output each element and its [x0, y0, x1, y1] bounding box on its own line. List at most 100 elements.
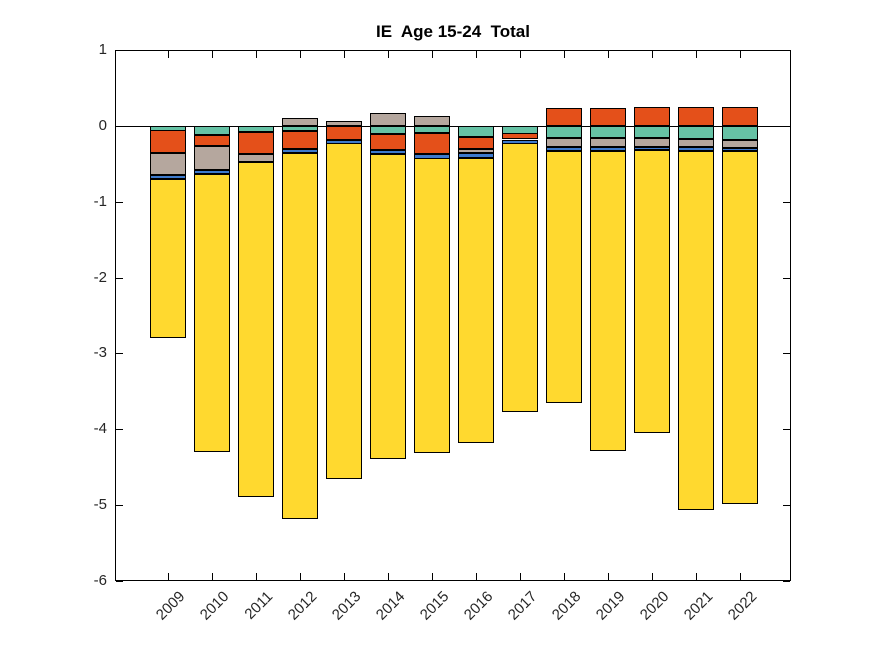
orange-segment	[546, 108, 582, 126]
y-tick-mark-left	[116, 126, 123, 127]
orange-segment	[722, 107, 758, 126]
y-axis-tick-label: -6	[93, 572, 107, 589]
gray-segment	[590, 138, 626, 147]
blue-segment	[370, 150, 406, 154]
y-tick-mark-left	[116, 353, 123, 354]
y-axis-tick-label: -4	[93, 420, 107, 437]
y-tick-mark-right	[783, 353, 790, 354]
gray-segment	[634, 138, 670, 147]
teal-segment	[282, 126, 318, 131]
x-tick-mark-top	[520, 51, 521, 58]
x-tick-mark-bottom	[520, 573, 521, 580]
y-axis-tick-label: -5	[93, 496, 107, 513]
y-axis-tick-label: 0	[98, 117, 107, 134]
yellow-segment	[414, 158, 450, 453]
x-tick-mark-bottom	[740, 573, 741, 580]
orange-segment	[282, 131, 318, 149]
y-tick-mark-right	[783, 505, 790, 506]
x-tick-mark-top	[300, 51, 301, 58]
blue-segment	[590, 147, 626, 151]
gray-segment	[722, 140, 758, 148]
blue-segment	[634, 147, 670, 150]
orange-segment	[634, 107, 670, 126]
y-tick-mark-left	[116, 202, 123, 203]
yellow-segment	[150, 179, 186, 338]
yellow-segment	[722, 151, 758, 504]
gray-segment	[678, 139, 714, 147]
x-tick-mark-bottom	[168, 573, 169, 580]
teal-segment	[414, 126, 450, 133]
yellow-segment	[370, 154, 406, 459]
orange-segment	[590, 108, 626, 126]
blue-segment	[150, 175, 186, 179]
orange-segment	[502, 133, 538, 139]
gray-segment	[326, 121, 362, 126]
x-axis-tick-label: 2009	[153, 588, 189, 624]
yellow-segment	[546, 151, 582, 403]
y-tick-mark-right	[783, 581, 790, 582]
orange-segment	[458, 137, 494, 149]
gray-segment	[282, 118, 318, 126]
x-tick-mark-top	[212, 51, 213, 58]
yellow-segment	[590, 151, 626, 451]
teal-segment	[370, 126, 406, 134]
blue-segment	[678, 147, 714, 151]
teal-segment	[194, 126, 230, 135]
y-tick-mark-right	[783, 429, 790, 430]
y-tick-mark-right	[783, 126, 790, 127]
y-tick-mark-left	[116, 278, 123, 279]
yellow-segment	[326, 143, 362, 479]
x-axis-tick-label: 2016	[461, 588, 497, 624]
orange-segment	[238, 132, 274, 154]
teal-segment	[238, 126, 274, 132]
x-tick-mark-top	[256, 51, 257, 58]
gray-segment	[370, 113, 406, 126]
x-axis-tick-label: 2011	[241, 588, 277, 623]
y-tick-mark-left	[116, 50, 123, 51]
chart-title: IE Age 15-24 Total	[376, 22, 530, 41]
x-axis-tick-label: 2021	[681, 588, 717, 624]
y-axis-tick-label: -1	[93, 193, 107, 210]
x-tick-mark-bottom	[432, 573, 433, 580]
blue-segment	[546, 147, 582, 151]
x-tick-mark-top	[476, 51, 477, 58]
orange-segment	[678, 107, 714, 126]
orange-segment	[194, 135, 230, 146]
blue-segment	[458, 153, 494, 158]
yellow-segment	[282, 153, 318, 519]
y-tick-mark-right	[783, 50, 790, 51]
blue-segment	[722, 148, 758, 151]
gray-segment	[238, 154, 274, 162]
x-axis-tick-label: 2019	[593, 588, 629, 624]
gray-segment	[150, 153, 186, 175]
y-axis-tick-label: -3	[93, 344, 107, 361]
x-tick-mark-bottom	[476, 573, 477, 580]
x-tick-mark-top	[432, 51, 433, 58]
x-tick-mark-top	[740, 51, 741, 58]
x-tick-mark-bottom	[388, 573, 389, 580]
x-tick-mark-bottom	[300, 573, 301, 580]
x-axis-tick-label: 2015	[417, 588, 453, 624]
x-tick-mark-bottom	[608, 573, 609, 580]
x-tick-mark-top	[168, 51, 169, 58]
teal-segment	[634, 126, 670, 138]
x-axis-tick-label: 2013	[329, 588, 365, 624]
x-tick-mark-top	[564, 51, 565, 58]
yellow-segment	[634, 150, 670, 433]
orange-segment	[414, 133, 450, 154]
x-tick-mark-bottom	[696, 573, 697, 580]
teal-segment	[458, 126, 494, 137]
x-tick-mark-bottom	[256, 573, 257, 580]
x-tick-mark-bottom	[212, 573, 213, 580]
gray-segment	[414, 116, 450, 126]
x-tick-mark-bottom	[564, 573, 565, 580]
blue-segment	[282, 149, 318, 153]
yellow-segment	[238, 162, 274, 497]
yellow-segment	[502, 143, 538, 412]
x-tick-mark-top	[608, 51, 609, 58]
y-axis-tick-label: 1	[98, 41, 107, 58]
x-tick-mark-top	[344, 51, 345, 58]
yellow-segment	[458, 158, 494, 443]
yellow-segment	[678, 151, 714, 510]
